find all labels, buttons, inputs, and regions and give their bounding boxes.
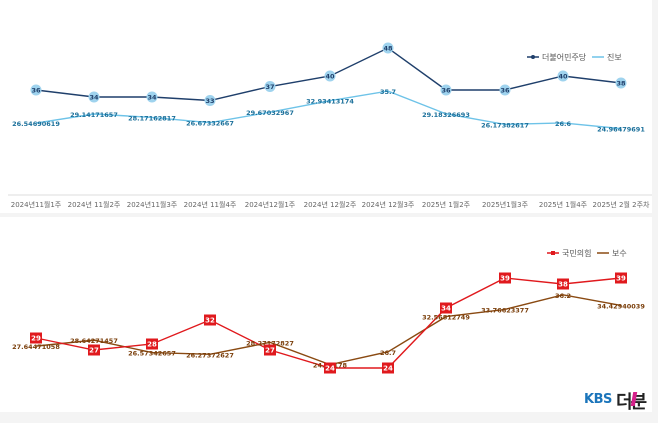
point-marker: [88, 344, 100, 356]
legend-label: 보수: [612, 249, 627, 258]
bottom-chart-panel: [0, 217, 652, 412]
data-label: 36: [500, 87, 510, 95]
point-marker: [557, 278, 569, 290]
point-marker: [204, 314, 216, 326]
data-label: 29.14171657: [70, 111, 118, 119]
point-marker: [324, 70, 336, 82]
kbs-logo-text: KBS: [584, 392, 612, 407]
data-label: 27.64471058: [12, 343, 60, 351]
data-label: 32.93413174: [306, 98, 354, 106]
bottom-chart: 27.64471058 28.64271457 26.57342657 26.2737…: [12, 272, 645, 374]
x-tick-label: 2025년 2월 2주차: [593, 200, 650, 209]
data-label: 28.64271457: [70, 337, 118, 345]
data-label: 32: [205, 317, 215, 325]
data-label: 27: [265, 347, 275, 355]
data-label: 28: [147, 341, 157, 349]
data-label: 26.17382617: [481, 121, 529, 129]
data-label: 36.2: [555, 292, 571, 300]
data-label: 39: [500, 275, 510, 283]
data-label: 29.18326693: [422, 111, 470, 119]
legend-marker: [531, 55, 535, 59]
x-tick-label: 2024년11월1주: [11, 200, 62, 209]
point-marker: [146, 338, 158, 350]
data-label: 34: [147, 94, 157, 102]
top-chart-panel: [0, 0, 652, 213]
data-label: 24.96479691: [597, 126, 645, 134]
data-label: 33: [205, 97, 214, 105]
x-tick-label: 2024년 12월2주: [304, 200, 357, 209]
data-label: 27: [89, 347, 99, 355]
point-marker: [264, 344, 276, 356]
data-label: 26.7: [380, 349, 396, 357]
data-label: 37: [265, 83, 274, 91]
point-marker: [382, 362, 394, 374]
point-marker: [557, 70, 569, 82]
data-label: 28.27172827: [246, 339, 294, 347]
series-line-1: [35, 277, 622, 369]
point-marker: [30, 332, 42, 344]
series-line-0: [35, 294, 622, 366]
x-tick-label: 2025년 1월4주: [539, 200, 588, 209]
x-tick-label: 2024년 12월3주: [362, 200, 415, 209]
data-label: 26.27372627: [186, 351, 234, 359]
data-label: 40: [558, 73, 568, 81]
data-label: 26.54690619: [12, 120, 60, 128]
data-label: 34.42940039: [597, 302, 645, 310]
data-label: 40: [325, 73, 335, 81]
x-tick-label: 2024년11월3주: [127, 200, 178, 209]
data-label: 32.56812749: [422, 314, 470, 322]
kbs-logo: KBS 더분: [584, 386, 650, 416]
data-label: 24: [383, 365, 393, 373]
point-marker: [499, 272, 511, 284]
data-label: 48: [383, 45, 393, 53]
data-label: 36: [441, 87, 451, 95]
point-marker: [615, 77, 627, 89]
data-label: 39: [616, 275, 626, 283]
data-label: 38: [616, 80, 626, 88]
top-chart: 36 34 34 33 37 40 48 36 36 40 38 26.54690619 29.1417…: [8, 42, 652, 209]
point-marker: [264, 81, 276, 92]
data-label: 34: [89, 94, 99, 102]
point-marker: [440, 84, 452, 96]
legend-label: 더불어민주당: [542, 52, 587, 62]
data-label: 26.67332667: [186, 120, 234, 128]
data-label: 33.76623377: [481, 306, 529, 314]
point-marker: [499, 84, 511, 96]
data-label: 26.57342657: [128, 350, 176, 358]
series-line-1: [35, 90, 622, 130]
x-tick-label: 2025년1월3주: [482, 200, 529, 209]
point-marker: [88, 91, 100, 103]
data-label: 29.67032967: [246, 109, 294, 117]
legend-label: 진보: [607, 52, 622, 62]
legend-marker: [551, 251, 555, 255]
point-marker: [30, 84, 42, 96]
data-label: 24: [325, 365, 335, 373]
x-tick-label: 2024년 11월2주: [68, 200, 121, 209]
point-marker: [146, 91, 158, 103]
data-label: 29: [31, 335, 41, 343]
data-label: 34: [441, 305, 451, 313]
point-marker: [440, 302, 452, 314]
data-label: 28.17162817: [128, 114, 176, 122]
x-tick-label: 2024년12월1주: [245, 200, 296, 209]
data-label: 26.6: [555, 120, 572, 128]
point-marker: [382, 42, 394, 54]
point-marker: [615, 272, 627, 284]
legend-label: 국민의힘: [562, 248, 591, 258]
data-label: 38: [558, 281, 568, 289]
x-tick-label: 2025년 1월2주: [422, 200, 471, 209]
data-label: 36: [31, 87, 41, 95]
point-marker: [324, 362, 336, 374]
data-label: 35.7: [380, 88, 396, 96]
x-tick-label: 2024년 11월4주: [184, 200, 237, 209]
point-marker: [204, 95, 216, 106]
